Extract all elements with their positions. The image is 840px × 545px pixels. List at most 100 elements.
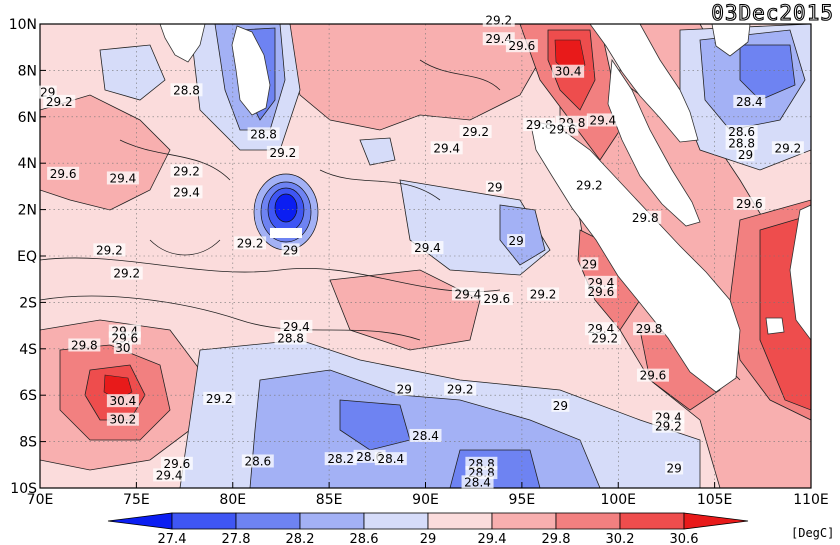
contour-label-bg bbox=[160, 456, 193, 470]
colorbar-segment bbox=[555, 512, 621, 530]
contour-label-bg bbox=[43, 94, 76, 108]
contour-label: 29.4 bbox=[455, 287, 482, 301]
contour-label: 29.2 bbox=[485, 14, 512, 28]
contour-label: 29.6 bbox=[50, 167, 77, 181]
contour-label-bg bbox=[733, 196, 766, 210]
y-tick-label: 6S bbox=[19, 388, 37, 404]
contour-label: 28.8 bbox=[173, 83, 200, 97]
contour-label: 28.2 bbox=[327, 452, 354, 466]
colorbar-label: 28.2 bbox=[286, 532, 315, 545]
contour-label-bg bbox=[170, 185, 203, 199]
contour-label-bg bbox=[665, 461, 684, 475]
contour-label: 29.2 bbox=[270, 146, 297, 160]
contour-label: 29.6 bbox=[163, 457, 190, 471]
contour-label: 29.2 bbox=[46, 95, 73, 109]
colorbar-min-arrow bbox=[107, 512, 173, 530]
x-tick-label: 75E bbox=[123, 492, 150, 508]
contour-label-bg bbox=[733, 94, 766, 108]
contour-label-bg bbox=[586, 113, 619, 127]
contour-label: 29 bbox=[738, 148, 753, 162]
contour-label-bg bbox=[153, 468, 186, 482]
contour-label: 29.8 bbox=[526, 118, 553, 132]
colorbar-segment bbox=[491, 512, 557, 530]
contour-label-bg bbox=[652, 419, 685, 433]
contour-label-bg bbox=[247, 127, 280, 141]
contour-label-bg bbox=[461, 475, 494, 489]
contour-label-bg bbox=[588, 331, 621, 345]
colorbar-label: 28.6 bbox=[350, 532, 379, 545]
contour-label: 29.2 bbox=[530, 287, 557, 301]
contour-label: 28.8 bbox=[250, 127, 277, 141]
colorbar-label: 30.6 bbox=[670, 532, 699, 545]
contour-label: 28.4 bbox=[377, 452, 404, 466]
contour-label: 29.4 bbox=[433, 141, 460, 155]
contour-label: 29.2 bbox=[775, 141, 802, 155]
colorbar-label: 29.4 bbox=[478, 532, 507, 545]
contour-label-bg bbox=[527, 287, 560, 301]
contour-label-bg bbox=[374, 452, 407, 466]
contour-label: 29.6 bbox=[640, 369, 667, 383]
contour-label-bg bbox=[106, 412, 139, 426]
borneo-land bbox=[789, 204, 811, 341]
contour-label-bg bbox=[636, 368, 669, 382]
contour-label: 29.4 bbox=[485, 32, 512, 46]
contour-label: 29.2 bbox=[447, 383, 474, 397]
x-tick-label: 95E bbox=[509, 492, 536, 508]
contour-label: 29.4 bbox=[156, 468, 183, 482]
y-tick-label: 6N bbox=[18, 110, 37, 126]
bangka-land bbox=[765, 317, 785, 335]
contour-label: 29 bbox=[508, 234, 523, 248]
colorbar-segment bbox=[171, 512, 237, 530]
x-tick-label: 110E bbox=[793, 492, 829, 508]
contour-label: 28.6 bbox=[244, 454, 271, 468]
contour-label-bg bbox=[725, 136, 758, 150]
contour-label: 30.2 bbox=[110, 413, 137, 427]
contour-label: 29 bbox=[283, 243, 298, 257]
colorbar-segment bbox=[235, 512, 301, 530]
y-tick-label: 10S bbox=[10, 481, 37, 497]
contour-label-bg bbox=[170, 83, 203, 97]
contour-label: 30 bbox=[115, 341, 130, 355]
cold-anomaly-core bbox=[274, 193, 298, 223]
contour-label: 29.6 bbox=[588, 285, 615, 299]
contour-label: 28.6 bbox=[728, 125, 755, 139]
myanmar-thai-land bbox=[589, 24, 699, 143]
contour-label: 29.4 bbox=[414, 241, 441, 255]
contour-label: 28.4 bbox=[736, 95, 763, 109]
contour-label: 29.8 bbox=[632, 211, 659, 225]
contour-label-bg bbox=[281, 243, 300, 257]
x-tick-label: 90E bbox=[412, 492, 439, 508]
contour-label-bg bbox=[444, 382, 477, 396]
contour-label-bg bbox=[459, 125, 492, 139]
contour-labels: 29.229.429.62928.829.230.428.429.828.628… bbox=[38, 13, 804, 489]
contour-label-bg bbox=[47, 166, 80, 180]
contour-label: 29.2 bbox=[655, 420, 682, 434]
colorbar-max-arrow bbox=[683, 512, 749, 530]
longitude-ticks: 70E 75E 80E 85E 90E 95E 100E 105E 110E bbox=[27, 482, 829, 508]
contour-label: 28.8 bbox=[728, 137, 755, 151]
cool-region-small-2 bbox=[99, 44, 166, 101]
contour-label-bg bbox=[274, 331, 307, 345]
unit-label: [DegC] bbox=[791, 526, 834, 540]
india-tip-land bbox=[159, 24, 206, 63]
y-tick-label: 4S bbox=[19, 342, 37, 358]
contour-label: 29.6 bbox=[483, 292, 510, 306]
y-tick-label: 2S bbox=[19, 295, 37, 311]
colorbar-label: 27.4 bbox=[158, 532, 187, 545]
contour-label: 29.2 bbox=[576, 178, 603, 192]
contour-label: 28.8 bbox=[277, 332, 304, 346]
contour-label: 29.6 bbox=[549, 123, 576, 137]
contour-label: 29.6 bbox=[509, 39, 536, 53]
contour-label-bg bbox=[110, 266, 143, 280]
contour-label: 29.2 bbox=[173, 164, 200, 178]
contour-label-bg bbox=[266, 145, 299, 159]
missing-data-box bbox=[270, 228, 302, 238]
contour-label-bg bbox=[736, 148, 755, 162]
contour-label-bg bbox=[573, 178, 606, 192]
contour-label-bg bbox=[629, 210, 662, 224]
contour-label: 29.4 bbox=[173, 185, 200, 199]
contour-label: 29.2 bbox=[462, 125, 489, 139]
contour-label-bg bbox=[430, 141, 463, 155]
colorbar-segment bbox=[619, 512, 685, 530]
